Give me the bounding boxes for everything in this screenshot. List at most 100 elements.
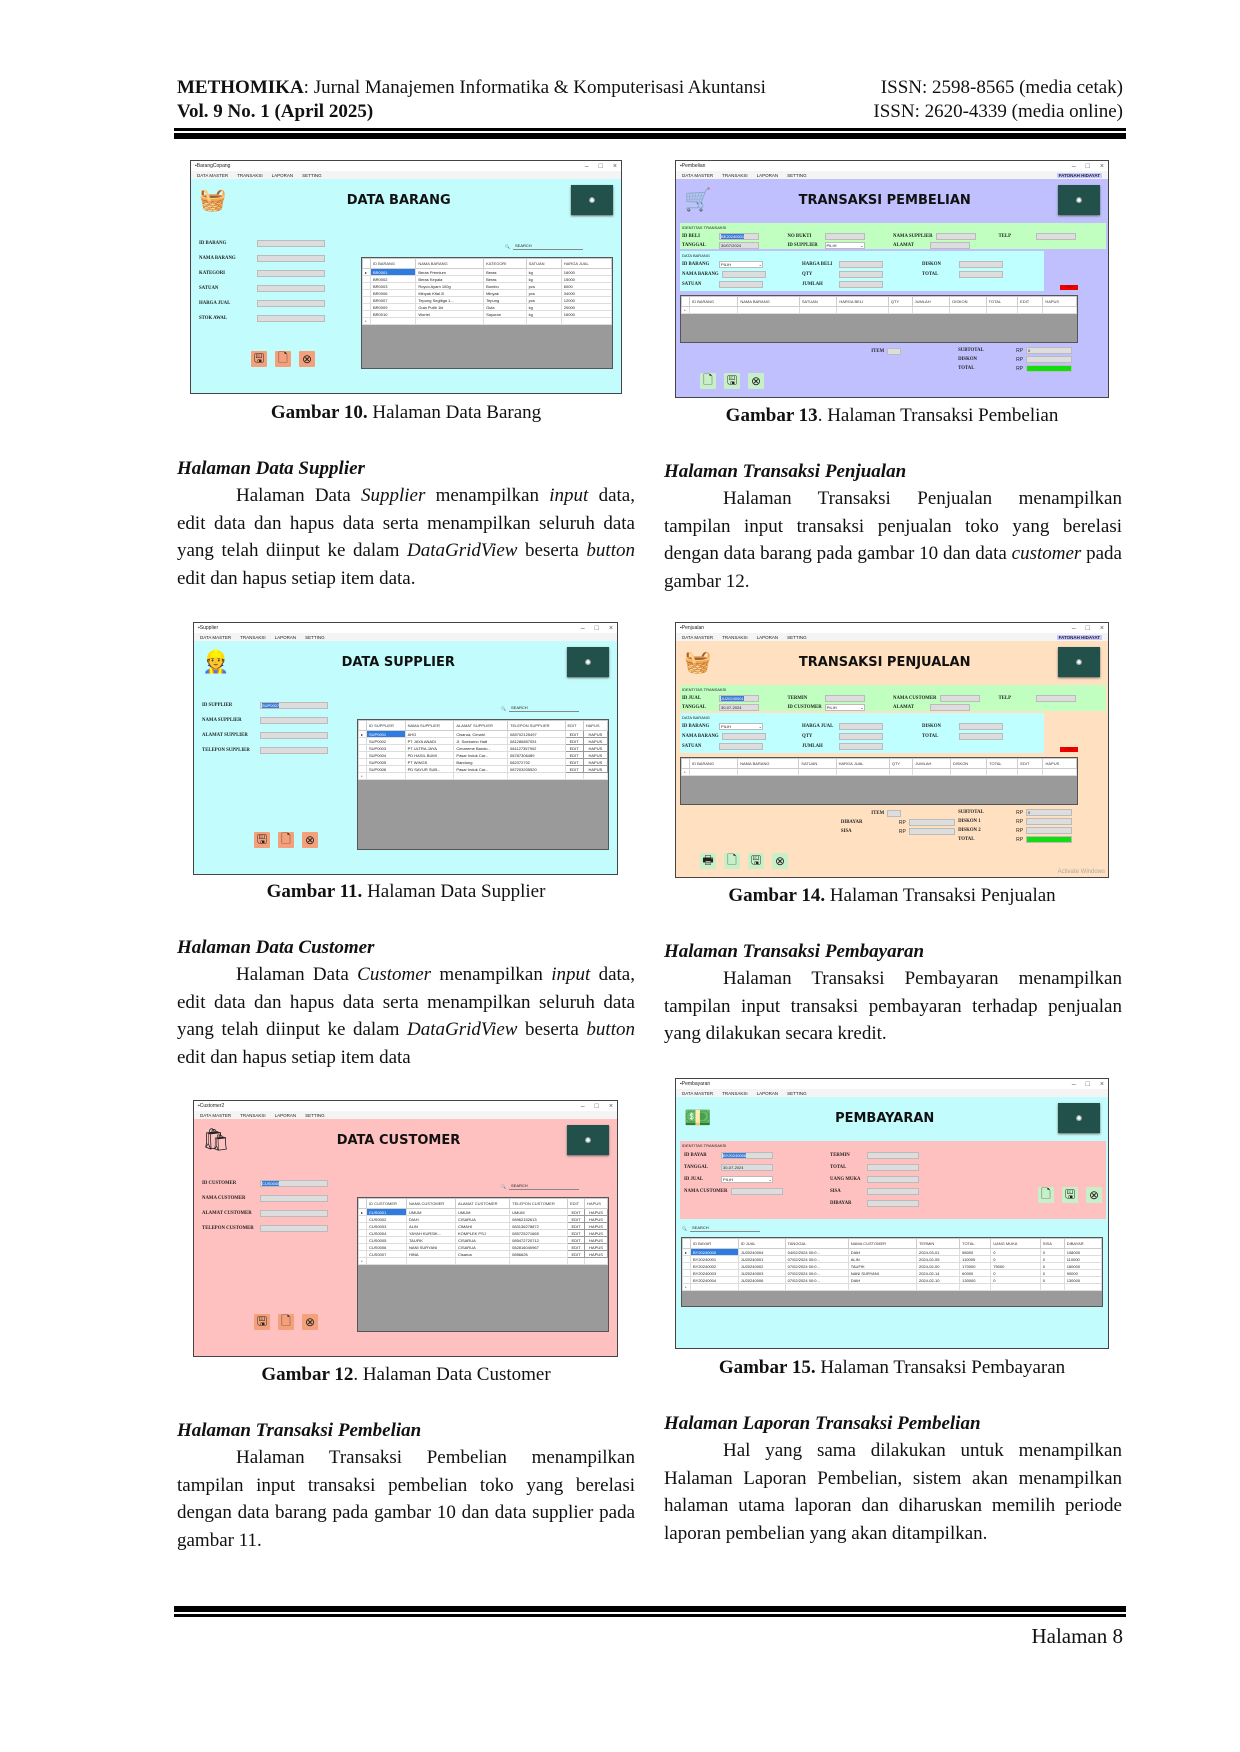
new-button[interactable]: 🗋 [278,832,294,848]
edit-button[interactable]: EDIT [566,1215,586,1223]
data-grid-view[interactable]: ID CUSTOMER NAMA CUSTOMER ALAMAT CUSTOMER T… [357,1197,609,1332]
menu-item[interactable]: DATA MASTER [200,1112,232,1118]
edit-button[interactable]: EDIT [566,1236,586,1244]
text-input[interactable] [719,743,763,750]
text-input[interactable] [260,1210,328,1217]
table-row[interactable]: CUS0002 DIAH CISARUA 08962152613 EDIT HAPUS [358,1215,608,1223]
text-input[interactable]: 30-07-2024 [719,704,759,711]
new-button[interactable]: 🗋 [724,853,740,869]
table-row[interactable]: BY20240004 JU20240006 07/02/2024 00:0... DI… [682,1276,1102,1284]
table-row[interactable]: BY20240001 JU20240001 07/02/2024 00:0... AL… [682,1255,1102,1263]
menu-item[interactable]: LAPORAN [756,172,779,178]
edit-button[interactable]: EDIT [566,1250,586,1258]
text-input[interactable] [959,733,1003,740]
text-input[interactable] [839,723,883,730]
minimize-button[interactable]: – [1071,624,1076,632]
table-row[interactable]: ▸ CUS0001 UMUM UMUM UMUM EDIT HAPUS [358,1208,608,1216]
table-row[interactable]: ▸ SUP0001 AHO Cisarua, Cimahi 085702125497 ED… [358,730,608,738]
text-input[interactable] [930,704,970,711]
cancel-button[interactable]: ⊗ [302,1314,318,1330]
text-input[interactable] [257,270,325,277]
table-row[interactable]: BR0003 Royco Ayam 100g Bumbu pcs 6000 [362,282,612,290]
table-row[interactable]: BR0006 Minyak Kital 2l Minyak pcs 34000 [362,289,612,297]
menu-item[interactable]: TRANSAKSI [240,634,266,640]
search-input[interactable]: SEARCH [508,1183,579,1190]
text-input[interactable]: 0 [1026,347,1073,354]
search-input[interactable]: SEARCH [508,705,579,712]
menu-item[interactable]: LAPORAN [271,172,294,178]
text-input[interactable] [839,733,883,740]
menu-item[interactable]: SETTING [302,172,322,178]
text-input[interactable] [1026,356,1073,363]
text-input[interactable] [260,1195,328,1202]
text-input[interactable]: 0 [1026,809,1073,816]
text-input[interactable] [1026,836,1073,843]
table-row[interactable]: ▸ BR0001 Beras Premium Beras kg 16000 [362,268,612,276]
add-button[interactable]: ADD [1060,285,1078,290]
table-row[interactable]: SUP0004 PD HASIL BUMI Pasar Induk Car... 08… [358,751,608,759]
menu-item[interactable]: TRANSAKSI [240,1112,266,1118]
delete-button[interactable]: HAPUS [582,765,608,773]
maximize-button[interactable]: □ [1085,1080,1090,1088]
text-input[interactable]: CUS0008 [260,1180,328,1187]
save-button[interactable]: 🖫 [748,853,764,869]
menu-item[interactable]: TRANSAKSI [237,172,263,178]
close-button[interactable]: × [1099,624,1104,632]
menu-item[interactable]: DATA MASTER [682,172,714,178]
text-input[interactable] [1026,818,1073,825]
text-input[interactable] [867,1164,919,1171]
text-input[interactable] [908,828,955,835]
edit-button[interactable]: EDIT [564,758,584,766]
edit-button[interactable]: EDIT [564,744,584,752]
select-dropdown[interactable]: PILIH ⌄ [719,261,763,268]
menu-item[interactable]: DATA MASTER [682,634,714,640]
select-dropdown[interactable]: PILIH ⌄ [721,1176,773,1183]
new-button[interactable]: 🗋 [275,351,291,367]
menu-item[interactable]: TRANSAKSI [722,634,748,640]
cancel-button[interactable]: ⊗ [772,853,788,869]
menu-item[interactable]: DATA MASTER [197,172,229,178]
text-input[interactable] [959,261,1003,268]
data-grid-view[interactable]: ID BARANG NAMA BARANG SATUAN HARGA JUAL QTY J… [680,757,1078,805]
delete-button[interactable]: HAPUS [584,1208,608,1216]
save-button[interactable]: 🖫 [1062,1187,1078,1203]
text-input[interactable] [257,240,325,247]
edit-button[interactable]: EDIT [566,1229,586,1237]
minimize-button[interactable]: – [580,1102,585,1110]
table-row[interactable]: SUP0003 PT ULTRA JAYA Cimareme Bandu... 081… [358,744,608,752]
cancel-button[interactable]: ⊗ [748,373,764,389]
table-row[interactable]: BR0007 Tepung Segitiga 1... Tepung pcs 12000 [362,296,612,304]
text-input[interactable] [257,300,325,307]
text-input[interactable] [257,255,325,262]
close-button[interactable]: × [1099,162,1104,170]
delete-button[interactable]: HAPUS [584,1236,608,1244]
text-input[interactable] [867,1188,919,1195]
close-button[interactable]: × [608,624,613,632]
print-button[interactable]: 🖶 [700,853,716,869]
delete-button[interactable]: HAPUS [582,737,608,745]
text-input[interactable] [959,723,1003,730]
menu-item[interactable]: LAPORAN [756,1090,779,1096]
menu-item[interactable]: DATA MASTER [200,634,232,640]
menu-item[interactable]: LAPORAN [274,634,297,640]
delete-button[interactable]: HAPUS [582,758,608,766]
delete-button[interactable]: HAPUS [582,744,608,752]
text-input[interactable] [839,261,883,268]
edit-button[interactable]: EDIT [566,1243,586,1251]
cancel-button[interactable]: ⊗ [302,832,318,848]
maximize-button[interactable]: □ [1085,162,1090,170]
text-input[interactable] [1035,695,1076,702]
menu-item[interactable]: SETTING [305,1112,325,1118]
table-row[interactable]: BR0010 Wortel Sayuran kg 16000 [362,310,612,318]
text-input[interactable] [1026,827,1073,834]
text-input[interactable] [839,271,883,278]
text-input[interactable]: JU20240001 [719,695,759,702]
edit-button[interactable]: EDIT [566,1208,586,1216]
text-input[interactable] [867,1200,919,1207]
select-dropdown[interactable]: PILIH ⌄ [719,723,763,730]
delete-button[interactable]: HAPUS [582,730,608,738]
menu-item[interactable]: DATA MASTER [682,1090,714,1096]
close-button[interactable]: × [608,1102,613,1110]
select-dropdown[interactable]: PILIH ⌄ [824,704,865,711]
add-button[interactable]: ADD [1060,747,1078,752]
